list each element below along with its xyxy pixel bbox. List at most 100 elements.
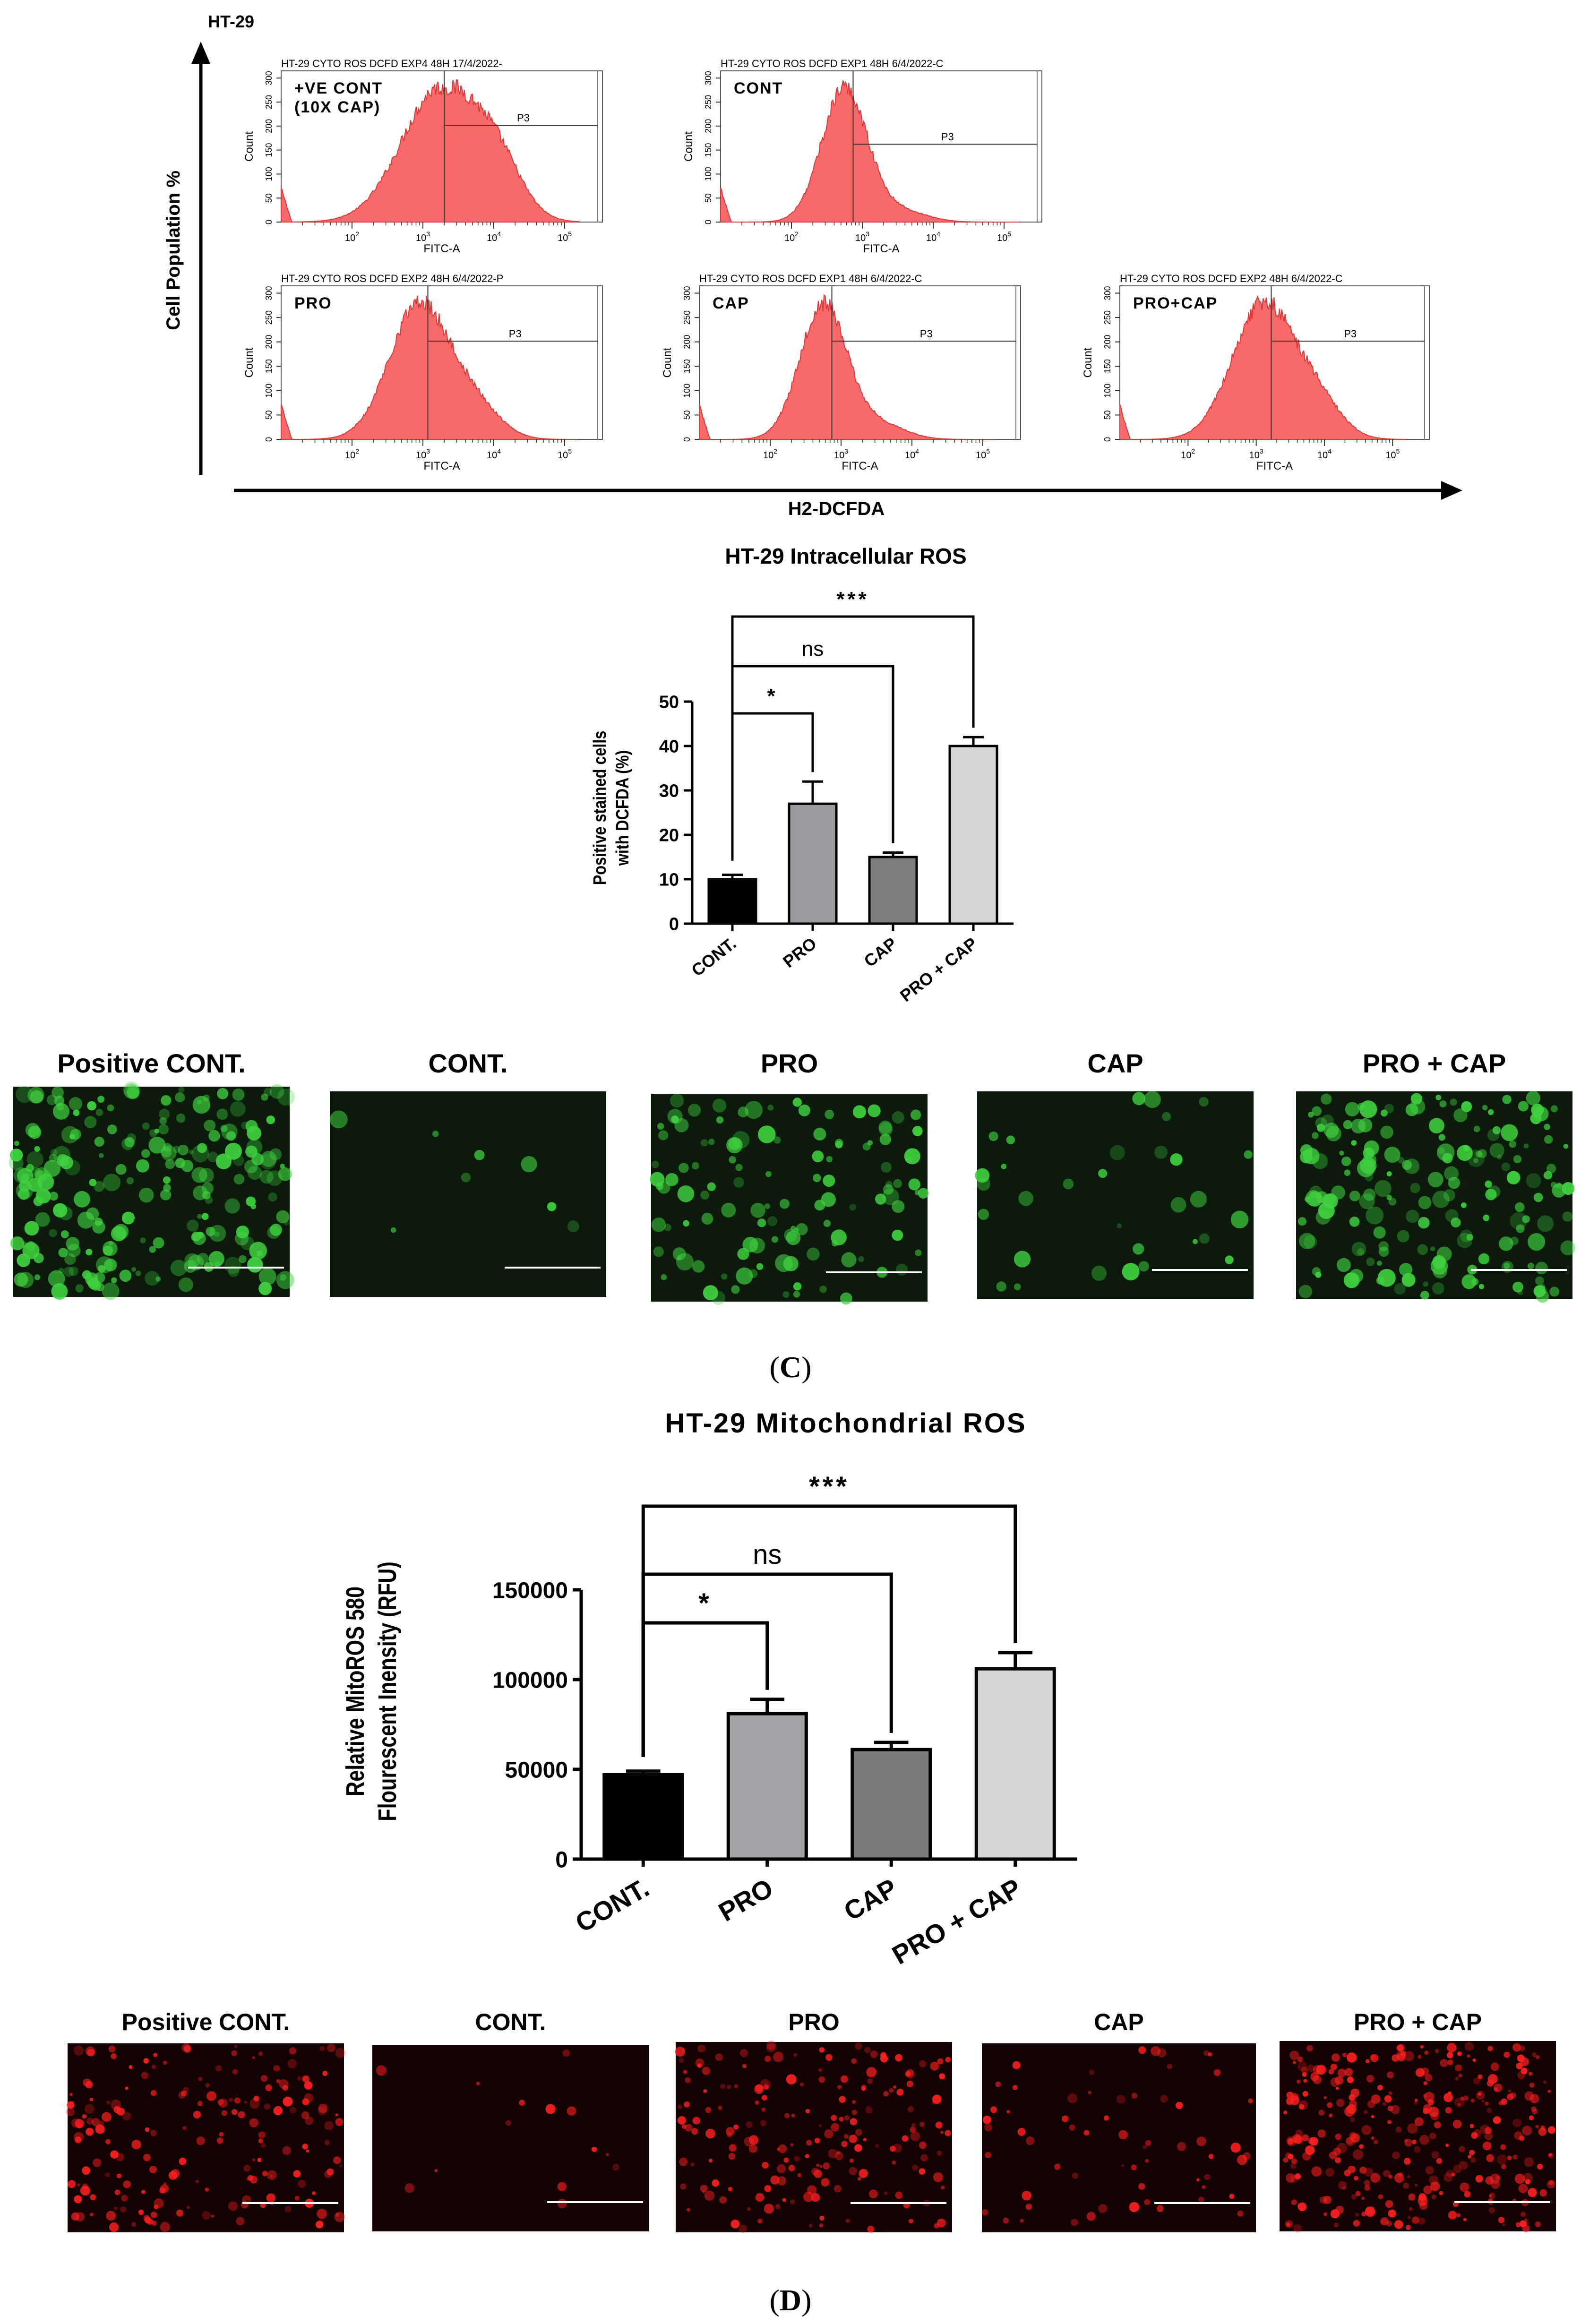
cell-spot: [671, 1115, 679, 1123]
cell-spot: [731, 1285, 740, 1294]
y-tick-label: 50000: [505, 1758, 568, 1783]
cell-spot: [1383, 2170, 1391, 2178]
cell-spot: [1304, 1196, 1310, 1202]
cell-spot: [77, 1211, 95, 1229]
cell-spot: [276, 1271, 294, 1289]
cell-spot: [1520, 2057, 1529, 2067]
cell-spot: [297, 2076, 302, 2081]
cell-spot: [1428, 1118, 1444, 1134]
cell-spot: [813, 1174, 821, 1183]
y-tick-label: 100: [704, 167, 713, 181]
cell-spot: [1293, 2224, 1302, 2233]
cell-spot: [674, 1118, 689, 1132]
cell-spot: [796, 1223, 808, 1235]
cell-spot: [1544, 1135, 1553, 1144]
cell-spot: [679, 2058, 684, 2063]
cell-spot: [783, 2157, 789, 2163]
cell-spot: [1451, 2172, 1455, 2177]
cell-spot: [178, 1144, 189, 1156]
cell-spot: [1532, 2052, 1537, 2058]
cell-spot: [868, 1104, 881, 1117]
cell-spot: [1012, 2061, 1021, 2069]
cell-spot: [1351, 2194, 1357, 2200]
cell-spot: [1378, 1246, 1389, 1257]
cell-spot: [1335, 2157, 1341, 2163]
cell-spot: [1501, 1162, 1511, 1171]
cell-spot: [1493, 2116, 1501, 2124]
cell-spot: [702, 2067, 711, 2075]
cell-spot: [1129, 2202, 1140, 2213]
cell-spot: [111, 1277, 117, 1284]
cell-spot: [692, 1260, 705, 1273]
cell-spot: [330, 1110, 348, 1129]
cell-spot: [1098, 1169, 1108, 1178]
cell-spot: [1370, 2173, 1380, 2183]
cell-spot: [567, 1220, 580, 1233]
cell-spot: [1404, 2158, 1411, 2165]
cell-spot: [268, 1192, 277, 1202]
cell-spot: [695, 2058, 704, 2067]
micrograph: [982, 2043, 1256, 2232]
mitoros-fluorescence-images: Positive CONT. CONT. PRO CAP PRO + CAP: [66, 2009, 1556, 2233]
cell-spot: [850, 2118, 857, 2126]
cell-spot: [1418, 2217, 1426, 2225]
cell-spot: [736, 1267, 753, 1285]
cell-spot: [825, 2054, 833, 2061]
cell-spot: [878, 1122, 893, 1136]
cell-spot: [819, 2223, 824, 2228]
sample-label: PRO+CAP: [1133, 294, 1218, 312]
cell-spot: [1387, 2120, 1392, 2125]
cell-spot: [75, 2212, 85, 2222]
cell-spot: [113, 1224, 129, 1240]
y-axis-title: Count: [243, 131, 256, 162]
cell-spot: [1333, 2147, 1341, 2156]
cell-spot: [1380, 1109, 1388, 1117]
bar-cont-: [602, 1773, 684, 1861]
cell-spot: [823, 1219, 831, 1227]
cell-spot: [163, 2182, 167, 2186]
cell-spot: [258, 1268, 276, 1286]
cell-spot: [258, 2131, 266, 2138]
bar-pro: [726, 1712, 808, 1861]
cell-spot: [1327, 2102, 1333, 2108]
cell-spot: [1487, 2046, 1493, 2051]
dcfda-fluorescence-images: Positive CONT. CONT. PRO CAP PRO + CAP: [9, 1048, 1575, 1305]
image-label: Positive CONT.: [57, 1048, 245, 1078]
cell-spot: [1122, 1263, 1140, 1281]
cell-spot: [197, 1143, 207, 1153]
cell-spot: [818, 2076, 825, 2083]
cell-spot: [1006, 1135, 1015, 1144]
cell-spot: [1316, 1191, 1328, 1203]
cell-spot: [902, 2135, 909, 2142]
bar-cap: [851, 1748, 932, 1861]
cell-spot: [1361, 2125, 1372, 2135]
cell-spot: [266, 1115, 275, 1124]
cell-spot: [734, 2084, 738, 2088]
cell-spot: [1485, 2127, 1492, 2134]
cell-spot: [56, 1102, 64, 1111]
cell-spot: [1118, 2130, 1128, 2140]
cell-spot: [880, 1162, 892, 1173]
cell-spot: [506, 2120, 511, 2126]
cell-spot: [1443, 1189, 1456, 1201]
y-tick-label: 100: [264, 384, 274, 398]
cell-spot: [1501, 2164, 1506, 2170]
cell-spot: [831, 2123, 840, 2132]
cell-spot: [738, 1106, 749, 1118]
cell-spot: [262, 2170, 268, 2177]
significance-label: *: [767, 685, 778, 708]
cell-spot: [1144, 2199, 1151, 2205]
cell-spot: [691, 2128, 698, 2135]
cell-spot: [150, 2130, 157, 2136]
significance-label: ***: [809, 1471, 850, 1502]
y-tick-label: 300: [264, 71, 274, 85]
cell-spot: [238, 2111, 245, 2118]
cell-spot: [126, 1085, 140, 1099]
cell-spot: [911, 1109, 921, 1120]
cell-spot: [667, 1108, 683, 1124]
cell-spot: [1298, 2104, 1305, 2110]
undefined-image-5: PRO + CAP: [1280, 2009, 1556, 2233]
cell-spot: [1487, 1129, 1500, 1141]
flow-histogram-3: HT-29 CYTO ROS DCFD EXP2 48H 6/4/2022-P P…: [243, 273, 603, 472]
cell-spot: [937, 2150, 942, 2156]
